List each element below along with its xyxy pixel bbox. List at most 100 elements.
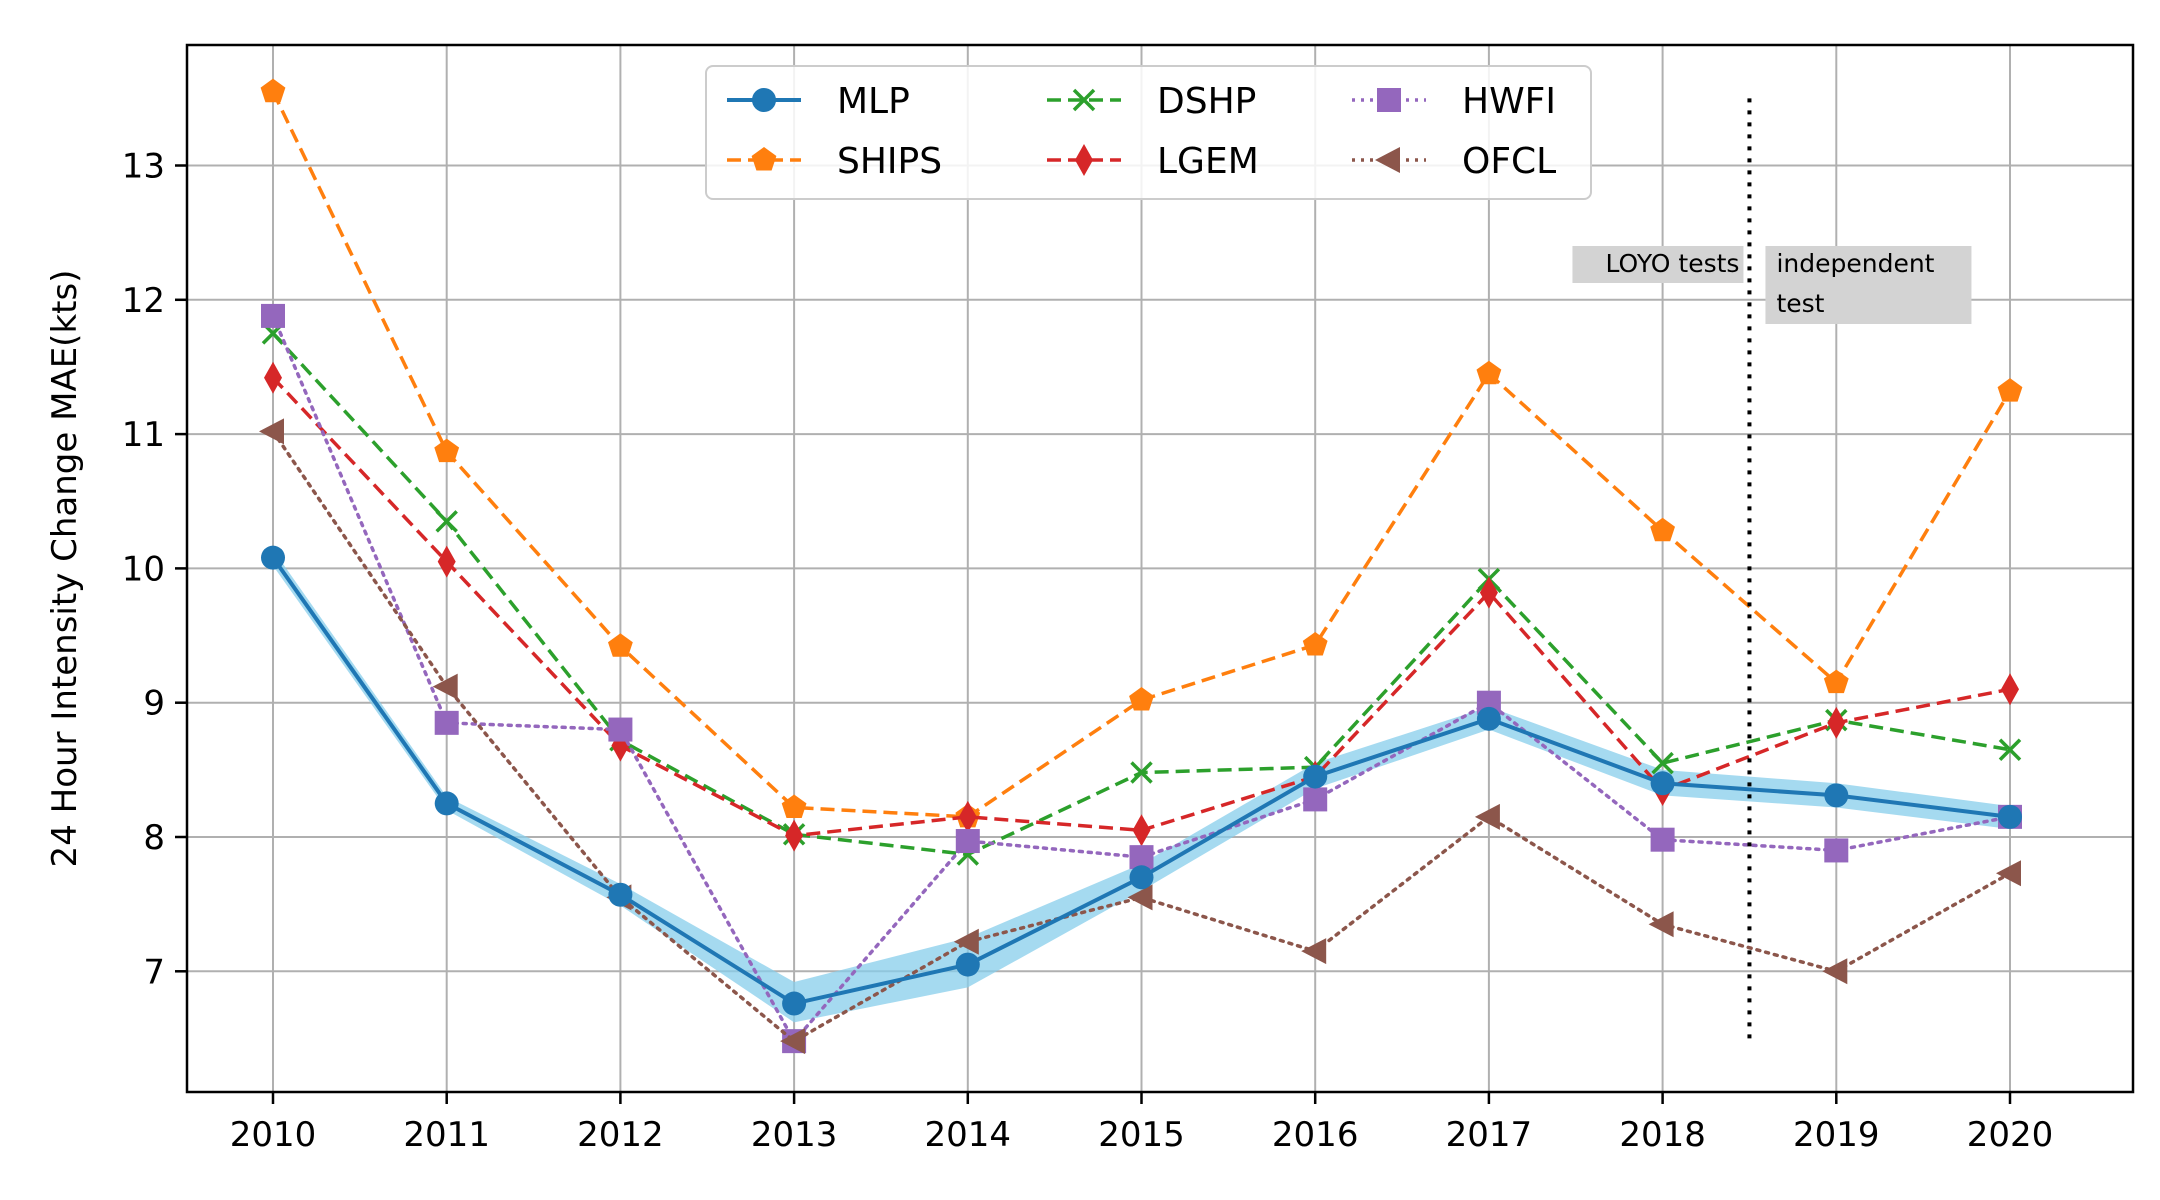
point-ofcl-2017 — [1474, 803, 1500, 830]
point-mlp-2015 — [1129, 865, 1154, 890]
point-ships-2011 — [434, 438, 460, 463]
point-hwfi-2015 — [1129, 845, 1154, 870]
point-ships-2019 — [1823, 669, 1849, 694]
point-mlp-2010 — [261, 545, 285, 570]
point-lgem-2014 — [958, 800, 977, 833]
point-mlp-2020 — [1998, 804, 2022, 829]
legend-swatch-marker — [751, 147, 777, 171]
independent-note-line1: independent — [1776, 249, 1934, 278]
legend-label: OFCL — [1462, 141, 1556, 182]
independent-note-line2: test — [1776, 289, 1824, 318]
point-hwfi-2014 — [955, 829, 980, 854]
loyo-note: LOYO tests — [1606, 249, 1740, 278]
legend-item-mlp: MLP — [727, 81, 910, 122]
legend-item-lgem: LGEM — [1047, 141, 1259, 182]
point-lgem-2015 — [1132, 814, 1151, 847]
point-lgem-2019 — [1827, 706, 1846, 739]
legend-label: HWFI — [1462, 81, 1556, 122]
y-tick-label-13: 13 — [122, 147, 165, 187]
x-tick-label-2013: 2013 — [751, 1115, 838, 1155]
point-ofcl-2019 — [1822, 958, 1848, 985]
point-ships-2015 — [1129, 687, 1154, 711]
legend-item-ofcl: OFCL — [1352, 141, 1556, 182]
x-tick-label-2012: 2012 — [577, 1115, 664, 1155]
series-mlp — [261, 545, 2022, 1016]
point-dshp-2011 — [435, 510, 458, 533]
x-axis-ticks: 2010 2011 2012 2013 2014 2015 2016 2017 2018 2019… — [230, 1092, 2054, 1155]
point-hwfi-2012 — [608, 717, 633, 742]
y-tick-label-8: 8 — [143, 818, 165, 858]
x-tick-label-2018: 2018 — [1619, 1115, 1706, 1155]
point-ships-2012 — [608, 633, 633, 657]
y-axis-label: 24 Hour Intensity Change MAE(kts) — [45, 270, 85, 868]
series-lines — [259, 78, 2023, 1055]
point-ofcl-2010 — [259, 418, 284, 445]
y-tick-label-9: 9 — [143, 684, 165, 724]
point-ofcl-2018 — [1648, 911, 1674, 938]
point-lgem-2011 — [437, 545, 456, 578]
point-lgem-2017 — [1479, 576, 1498, 609]
y-tick-label-7: 7 — [143, 952, 165, 992]
legend-label: LGEM — [1157, 141, 1259, 182]
independent-note-box — [1765, 246, 1972, 324]
point-mlp-2016 — [1303, 764, 1328, 789]
point-ships-2017 — [1476, 360, 1502, 385]
point-ofcl-2014 — [953, 928, 979, 955]
legend-item-ships: SHIPS — [727, 141, 942, 182]
x-tick-label-2014: 2014 — [925, 1115, 1012, 1155]
point-dshp-2020 — [1998, 738, 2022, 761]
point-hwfi-2011 — [434, 710, 459, 735]
legend: MLP SHIPS DSHP LGEM HWFI OFCL — [705, 65, 1592, 200]
point-lgem-2020 — [2001, 673, 2019, 706]
y-tick-label-11: 11 — [122, 415, 165, 455]
point-ofcl-2016 — [1301, 938, 1327, 965]
legend-swatch-marker — [752, 88, 776, 112]
x-tick-label-2010: 2010 — [230, 1115, 317, 1155]
point-mlp-2017 — [1476, 706, 1501, 731]
point-lgem-2010 — [264, 361, 282, 394]
point-ships-2020 — [1997, 378, 2023, 402]
point-mlp-2012 — [608, 882, 633, 907]
point-ships-2013 — [781, 794, 807, 818]
point-mlp-2011 — [434, 791, 459, 816]
point-hwfi-2018 — [1650, 827, 1675, 852]
x-tick-label-2020: 2020 — [1967, 1115, 2054, 1155]
legend-item-hwfi: HWFI — [1352, 81, 1556, 122]
x-tick-label-2011: 2011 — [403, 1115, 490, 1155]
legend-item-dshp: DSHP — [1047, 81, 1256, 122]
y-tick-label-12: 12 — [122, 281, 165, 321]
point-hwfi-2019 — [1824, 838, 1849, 863]
x-tick-label-2016: 2016 — [1272, 1115, 1359, 1155]
legend-label: DSHP — [1157, 81, 1256, 122]
point-ofcl-2020 — [1996, 860, 2021, 887]
legend-swatch-marker — [1375, 147, 1400, 173]
x-tick-label-2015: 2015 — [1098, 1115, 1185, 1155]
y-axis-ticks: 7 8 9 10 11 12 13 — [122, 147, 187, 992]
legend-swatch-marker — [1075, 144, 1093, 176]
legend-label: SHIPS — [837, 141, 942, 182]
point-ships-2016 — [1302, 632, 1328, 656]
point-dshp-2018 — [1651, 751, 1674, 775]
loyo-note-box — [1572, 246, 1744, 283]
legend-frame — [705, 65, 1592, 200]
point-mlp-2019 — [1824, 783, 1849, 808]
x-tick-label-2019: 2019 — [1793, 1115, 1880, 1155]
point-dshp-2015 — [1130, 761, 1153, 784]
point-mlp-2014 — [955, 952, 980, 977]
x-tick-label-2017: 2017 — [1446, 1115, 1533, 1155]
point-hwfi-2010 — [261, 303, 285, 328]
point-ships-2018 — [1650, 517, 1675, 542]
point-ofcl-2011 — [432, 673, 458, 700]
point-lgem-2013 — [785, 819, 804, 852]
series-ships — [260, 78, 2023, 828]
grid-lines — [187, 45, 2133, 1092]
legend-swatch-marker — [1377, 88, 1401, 112]
point-ofcl-2013 — [780, 1028, 806, 1055]
point-ships-2010 — [260, 78, 286, 103]
y-tick-label-10: 10 — [122, 549, 165, 589]
legend-swatch-marker — [1072, 88, 1096, 112]
point-mlp-2013 — [782, 991, 807, 1016]
legend-label: MLP — [837, 81, 910, 122]
point-ofcl-2015 — [1127, 884, 1153, 911]
